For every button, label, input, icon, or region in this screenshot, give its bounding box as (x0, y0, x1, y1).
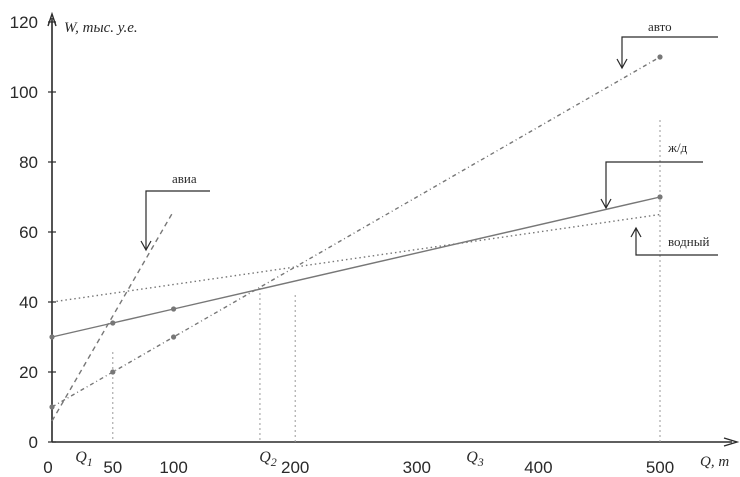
y-tick-label: 40 (19, 293, 38, 312)
x-axis-arrow (723, 437, 740, 447)
y-axis-label: W, тыс. у.е. (64, 20, 138, 36)
x-tick-label: 300 (403, 458, 431, 477)
x-tick-label: 100 (159, 458, 187, 477)
series-callout-arrow (140, 240, 152, 252)
x-tick-label: 0 (43, 458, 52, 477)
series-label: ж/д (667, 140, 688, 155)
data-point-auto (49, 404, 55, 410)
y-tick-label: 100 (10, 83, 38, 102)
series-label: авто (648, 19, 672, 34)
data-point-auto (110, 369, 116, 375)
y-tick-label: 60 (19, 223, 38, 242)
data-point-rail (657, 194, 663, 200)
chart-points (49, 54, 663, 410)
chart-labels: W, тыс. у.е. Q, т Q1 Q2 Q3 авиа авто ж/д водный (64, 19, 729, 470)
data-point-auto (171, 334, 177, 340)
x-tick-label: 500 (646, 458, 674, 477)
chart-lines (51, 56, 661, 422)
x-tick-label: 200 (281, 458, 309, 477)
x-tick-label: 50 (103, 458, 122, 477)
y-tick-label: 20 (19, 363, 38, 382)
series-callout-arrow (616, 58, 628, 70)
series-callout-line (635, 228, 718, 256)
series-callout-line (605, 161, 703, 208)
series-line-rail (51, 196, 661, 338)
series-label: водный (668, 234, 709, 249)
y-tick-label: 120 (10, 13, 38, 32)
q-annotation: Q1 (75, 449, 93, 469)
series-line-water (51, 213, 661, 303)
series-line-air (51, 210, 175, 422)
q-annotation: Q2 (259, 449, 277, 469)
series-callout-arrow (630, 226, 642, 238)
series-label: авиа (172, 171, 197, 186)
data-point-rail (110, 320, 116, 326)
chart-guides (112, 120, 661, 442)
data-point-auto (657, 54, 663, 60)
series-line-auto (51, 56, 661, 408)
data-point-rail (171, 306, 177, 312)
y-tick-label: 80 (19, 153, 38, 172)
y-tick-label: 0 (29, 433, 38, 452)
series-callout-line (145, 190, 210, 250)
x-axis-label: Q, т (700, 454, 729, 470)
series-callout-line (621, 36, 718, 68)
chart-ticks: 0 20 40 60 80 100 120 0 50 100 200 300 400 500 (10, 13, 675, 477)
q-annotation: Q3 (466, 449, 484, 469)
data-point-rail (49, 334, 55, 340)
chart-axes (47, 11, 740, 447)
x-tick-label: 400 (524, 458, 552, 477)
series-callout-arrow (600, 198, 612, 210)
